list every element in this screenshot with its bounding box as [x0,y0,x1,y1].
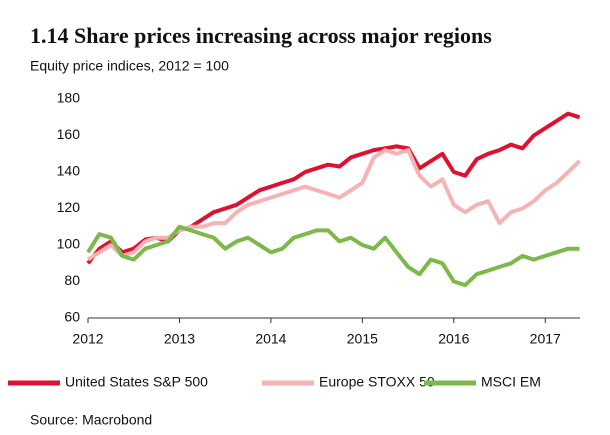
y-tick-label: 100 [57,236,81,252]
x-tick-label: 2014 [255,331,286,347]
y-tick-label: 60 [64,309,80,325]
y-tick-label: 140 [57,163,81,179]
chart-title: 1.14 Share prices increasing across majo… [30,23,492,48]
x-tick-label: 2012 [72,331,103,347]
x-tick-label: 2017 [530,331,561,347]
y-tick-label: 120 [57,199,81,215]
x-tick-label: 2015 [347,331,378,347]
y-tick-label: 180 [57,90,81,106]
series-line [86,224,580,288]
legend-label: United States S&P 500 [65,374,208,390]
x-tick-label: 2013 [164,331,195,347]
source: Source: Macrobond [30,412,152,428]
series-line [86,111,581,265]
legend-label: MSCI EM [481,374,541,390]
y-tick-label: 160 [57,126,81,142]
x-tick-label: 2016 [438,331,469,347]
y-tick-label: 80 [64,272,80,288]
chart-subtitle: Equity price indices, 2012 = 100 [30,58,229,74]
legend-label: Europe STOXX 50 [319,374,435,390]
